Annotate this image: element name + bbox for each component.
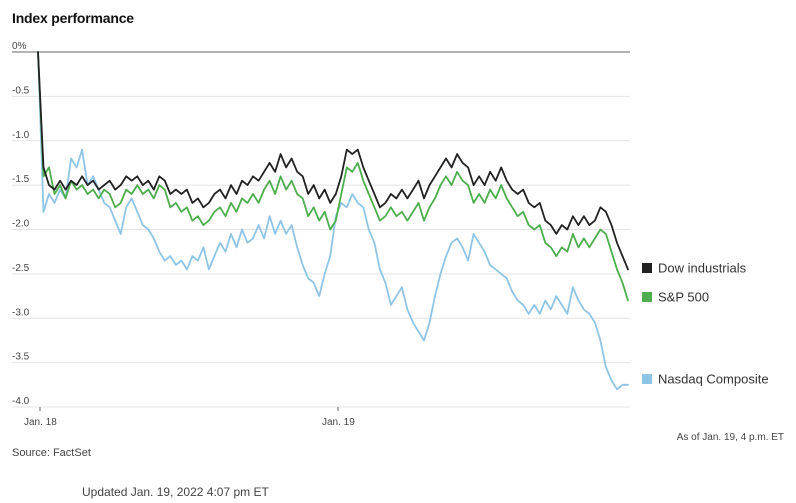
- y-tick-label: -3.0: [12, 307, 30, 318]
- legend-swatch: [642, 374, 652, 384]
- series-line-nasdaq-composite: [37, 51, 629, 391]
- as-of-note: As of Jan. 19, 4 p.m. ET: [676, 432, 784, 443]
- y-tick-label: -3.5: [12, 352, 30, 363]
- series-lines: [37, 51, 629, 391]
- y-tick-label: 0%: [12, 41, 27, 52]
- y-tick-label: -2.0: [12, 219, 30, 230]
- y-axis-ticks: 0% -0.5 -1.0 -1.5 -2.0 -2.5 -3.0 -3.5 -4.0: [12, 41, 30, 407]
- chart-title: Index performance: [12, 10, 134, 26]
- x-tick-label: Jan. 18: [24, 417, 57, 428]
- y-tick-label: -2.5: [12, 263, 30, 274]
- y-tick-label: -1.0: [12, 130, 30, 141]
- legend-swatch: [642, 263, 652, 273]
- y-tick-label: -1.5: [12, 174, 30, 185]
- x-tick-label: Jan. 19: [322, 417, 355, 428]
- series-line-dow-industrials: [37, 51, 629, 271]
- legend-label: S&P 500: [658, 290, 709, 305]
- y-tick-label: -4.0: [12, 396, 30, 407]
- series-line-s-p-500: [37, 51, 629, 302]
- x-axis-ticks: Jan. 18 Jan. 19: [24, 407, 355, 428]
- grid-lines: [12, 51, 630, 408]
- legend-label: Nasdaq Composite: [658, 372, 769, 387]
- y-tick-label: -0.5: [12, 85, 30, 96]
- legend-swatch: [642, 292, 652, 302]
- updated-timestamp: Updated Jan. 19, 2022 4:07 pm ET: [82, 485, 269, 499]
- legend-label: Dow industrials: [658, 261, 747, 276]
- legend: Dow industrials S&P 500 Nasdaq Composite: [642, 261, 769, 387]
- source-note: Source: FactSet: [12, 447, 91, 459]
